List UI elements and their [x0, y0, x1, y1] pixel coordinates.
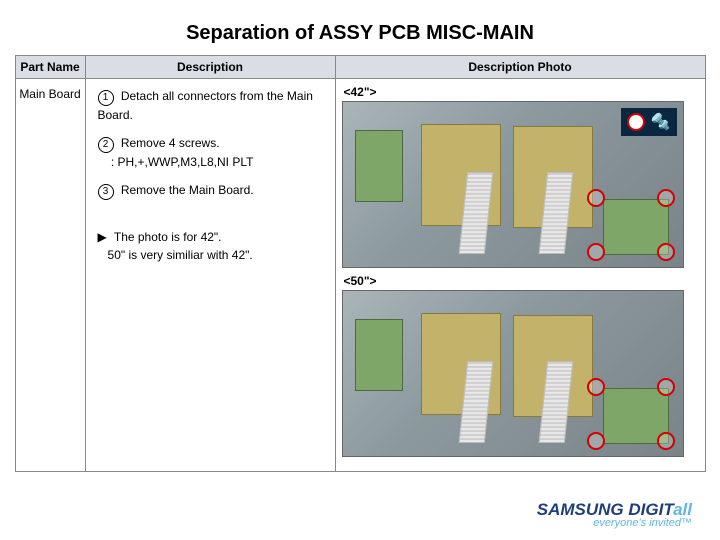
screw-marker-icon [657, 189, 675, 207]
instruction-table: Part Name Description Description Photo … [15, 55, 706, 472]
note-line-1: The photo is for 42". [114, 230, 222, 244]
logo-main-line: SAMSUNG DIGITall [537, 501, 692, 519]
step-2-sub: : PH,+,WWP,M3,L8,NI PLT [111, 155, 254, 169]
logo-tagline: everyone's invited™ [537, 518, 692, 530]
pcb-board [355, 130, 403, 202]
cell-part-name: Main Board [15, 79, 85, 472]
note-marker-icon: ▶ [98, 230, 107, 244]
step-2-num: 2 [98, 137, 114, 153]
part-name-text: Main Board [17, 87, 84, 101]
step-3: 3 Remove the Main Board. [98, 181, 325, 200]
cell-photos: <42"> 🔩 <50"> [335, 79, 705, 472]
step-2-text: Remove 4 screws. [121, 136, 220, 150]
brand-logo: SAMSUNG DIGITall everyone's invited™ [537, 501, 692, 530]
step-1-text: Detach all connectors from the Main Boar… [98, 89, 313, 122]
screw-marker-icon [657, 378, 675, 396]
logo-brand: SAMSUNG [537, 500, 624, 519]
note-block: ▶ The photo is for 42". 50" is very simi… [98, 228, 325, 264]
pcb-board [355, 319, 403, 391]
header-part: Part Name [15, 56, 85, 79]
logo-suffix1: DIGIT [624, 500, 673, 519]
photo-label-50: <50"> [344, 274, 699, 288]
screw-marker-icon [587, 243, 605, 261]
screw-marker-icon [657, 243, 675, 261]
photo-label-42: <42"> [344, 85, 699, 99]
legend-circle-icon [627, 113, 645, 131]
photo-42: 🔩 [342, 101, 684, 268]
step-2: 2 Remove 4 screws. : PH,+,WWP,M3,L8,NI P… [98, 134, 325, 171]
step-3-text: Remove the Main Board. [121, 183, 254, 197]
legend-screw-icon: 🔩 [651, 112, 671, 132]
screw-marker-icon [587, 378, 605, 396]
note-line-2: 50" is very similiar with 42". [108, 248, 253, 262]
cell-description: 1 Detach all connectors from the Main Bo… [85, 79, 335, 472]
header-photo: Description Photo [335, 56, 705, 79]
logo-suffix2: all [673, 500, 692, 519]
photo-50 [342, 290, 684, 457]
page-title: Separation of ASSY PCB MISC-MAIN [0, 0, 720, 55]
screw-marker-icon [587, 432, 605, 450]
step-1: 1 Detach all connectors from the Main Bo… [98, 87, 325, 124]
screw-marker-icon [587, 189, 605, 207]
step-3-num: 3 [98, 184, 114, 200]
step-1-num: 1 [98, 90, 114, 106]
screw-legend: 🔩 [621, 108, 677, 136]
header-desc: Description [85, 56, 335, 79]
screw-marker-icon [657, 432, 675, 450]
